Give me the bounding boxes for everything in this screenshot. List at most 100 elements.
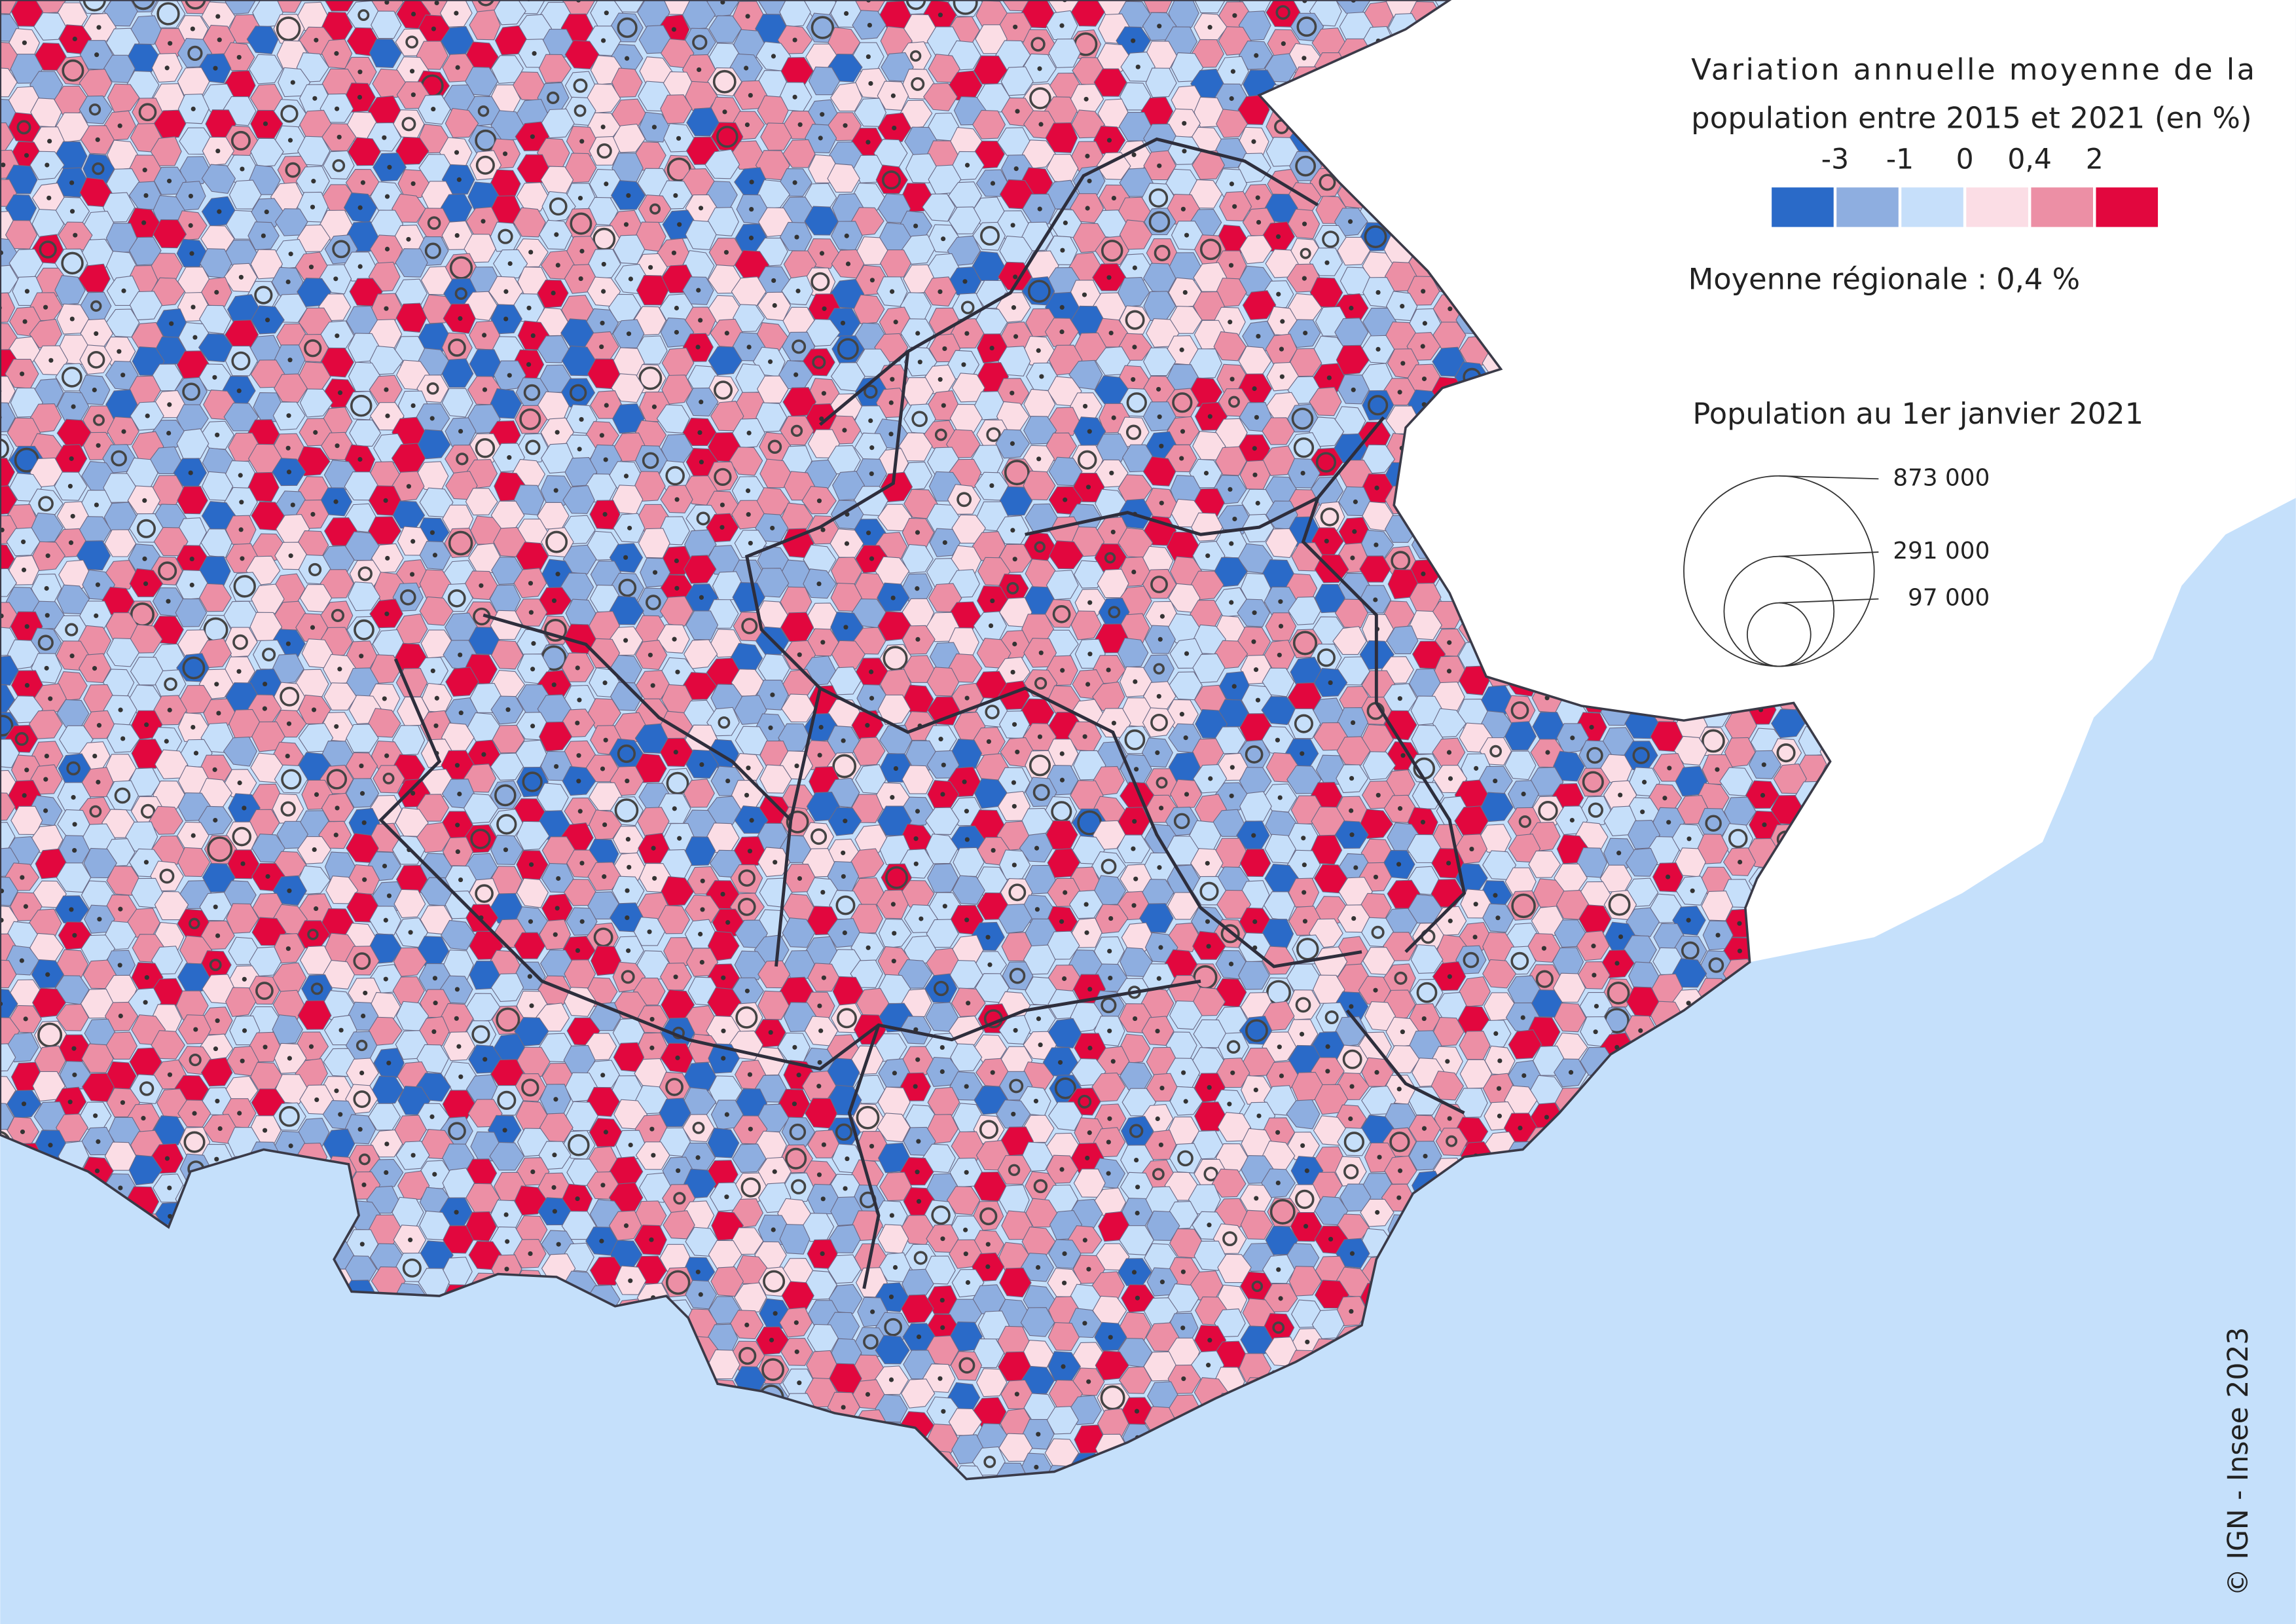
town-dot [1760,792,1766,798]
town-dot [189,251,194,256]
town-dot [455,65,460,70]
town-dot [842,428,847,433]
town-dot [1253,667,1259,673]
town-dot [168,41,173,46]
town-dot [964,837,970,842]
town-dot [724,331,729,336]
town-dot [1251,139,1256,144]
town-dot [674,497,680,502]
town-dot [191,724,196,730]
town-dot [290,502,295,507]
town-dot [725,779,731,784]
town-dot [118,906,123,912]
commune [322,0,357,12]
commune [1168,0,1199,29]
town-dot [238,473,243,478]
town-dot [576,779,581,784]
town-dot [1447,1116,1452,1121]
town-dot [458,710,464,716]
town-dot [555,263,560,268]
town-dot [1570,735,1575,741]
town-dot [677,222,682,227]
town-dot [528,919,534,924]
town-dot [94,52,100,58]
town-dot [1184,792,1190,797]
town-dot [1082,734,1087,739]
town-ring [187,45,203,62]
town-dot [1108,915,1114,921]
town-dot [1420,344,1425,349]
town-dot [1133,679,1138,684]
town-dot [167,1072,173,1077]
town-dot [795,288,801,293]
town-ring [280,105,299,123]
town-dot [143,193,149,198]
town-dot [1447,974,1452,979]
town-ring [405,35,418,49]
town-dot [1472,934,1478,940]
town-dot [213,65,218,71]
town-dot [577,697,582,703]
town-dot [671,250,676,255]
town-dot [1183,1099,1188,1104]
town-dot [357,205,363,210]
town-dot [263,1044,268,1050]
town-dot [671,27,676,32]
town-dot [1059,777,1065,783]
town-dot [240,1058,245,1063]
town-dot [1232,204,1237,209]
town-dot [919,916,924,921]
town-dot [458,652,463,657]
town-dot [1010,669,1015,675]
town-dot [1541,946,1546,951]
commune [79,95,113,124]
town-dot [962,279,968,284]
town-dot [333,276,338,282]
town-dot [312,847,317,853]
town-dot [625,56,630,61]
town-dot [333,832,338,838]
town-dot [673,974,678,980]
town-ring [449,256,473,280]
commune [804,206,839,236]
town-dot [22,319,27,324]
outside-area [1259,0,2296,963]
town-dot [22,40,27,45]
town-dot [314,906,319,912]
town-dot [1495,915,1501,921]
town-dot [429,1114,435,1119]
town-dot [652,876,657,881]
town-dot [311,707,317,712]
town-ring [92,162,105,175]
town-dot [1135,1185,1140,1190]
town-dot [915,331,920,336]
town-dot [1037,206,1042,212]
town-dot [1034,907,1040,912]
town-dot [768,725,773,730]
town-dot [913,836,919,841]
town-dot [215,1098,220,1104]
town-dot [121,429,126,434]
town-ring [1322,231,1339,248]
town-dot [601,289,606,294]
town-dot [314,37,319,43]
town-dot [1303,330,1308,336]
town-dot [1302,919,1308,924]
town-dot [164,1156,170,1161]
town-dot [1011,305,1017,310]
town-dot [1255,195,1260,200]
town-dot [1300,470,1305,476]
town-dot [893,320,898,325]
town-dot [1373,597,1378,602]
town-dot [938,289,943,295]
town-dot [1181,1070,1186,1075]
town-dot [818,724,824,730]
town-dot [1131,152,1137,157]
town-dot [844,541,850,546]
town-dot [1229,600,1234,605]
town-dot [1159,1085,1165,1091]
town-dot [1255,697,1261,703]
town-dot [964,1170,969,1175]
town-dot [1715,767,1720,772]
town-dot [213,1046,219,1052]
